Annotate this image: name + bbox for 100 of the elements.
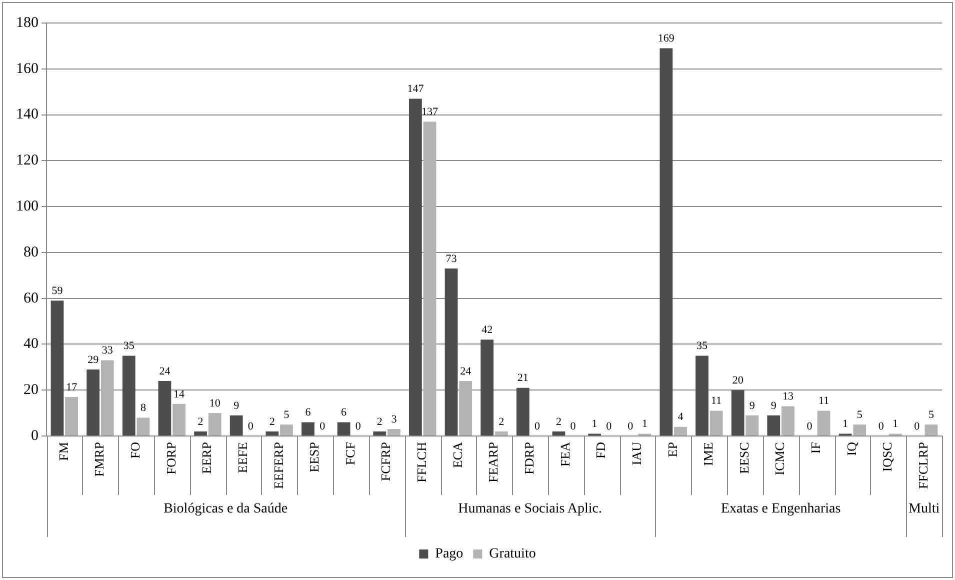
bar (86, 369, 100, 436)
bar (552, 431, 566, 436)
data-label: 0 (570, 420, 576, 432)
bar (100, 360, 114, 436)
y-tick-label: 100 (16, 198, 38, 215)
bar (767, 415, 780, 436)
bar (302, 422, 314, 436)
legend-label: Pago (435, 546, 464, 562)
bar (266, 431, 279, 436)
data-label: 35 (123, 340, 135, 352)
data-label: 0 (248, 420, 254, 432)
bar (710, 410, 723, 436)
data-label: 35 (696, 340, 708, 352)
y-tick-label: 120 (16, 152, 38, 169)
data-label: 2 (269, 416, 275, 428)
x-tick-label: IF (808, 442, 824, 454)
x-tick-label: FEA (557, 441, 572, 467)
data-label: 5 (856, 408, 863, 421)
x-tick-label: FCFRP (378, 442, 394, 482)
data-label: 11 (818, 395, 830, 408)
data-label: 73 (446, 252, 458, 265)
data-label: 1 (592, 418, 598, 430)
text: Exatas e Engenharias (720, 502, 841, 517)
x-tick-label: ECA (450, 441, 465, 468)
data-label: 9 (234, 400, 240, 412)
x-tick-label: EERP (199, 442, 214, 474)
bar (660, 48, 673, 436)
data-label: 24 (159, 365, 171, 378)
x-tick-label: EEFERP (270, 442, 286, 489)
bar (136, 418, 150, 436)
data-label: 3 (391, 414, 398, 426)
bar (696, 356, 708, 436)
bar (280, 424, 293, 436)
y-tick-label: 160 (16, 60, 38, 77)
data-label: 0 (914, 420, 920, 432)
data-label: 11 (711, 395, 722, 408)
bar (746, 415, 759, 436)
x-tick-label: FEARP (486, 442, 501, 482)
data-label: 17 (66, 381, 78, 394)
x-tick-label: FORP (163, 442, 178, 475)
y-tick-label: 140 (16, 106, 38, 123)
data-label: 42 (482, 324, 493, 336)
data-label: 59 (52, 285, 64, 298)
x-tick-label: FD (593, 442, 608, 459)
bar (459, 380, 472, 436)
data-label: 10 (209, 397, 221, 410)
x-tick-label: FDRP (521, 442, 536, 475)
x-tick-label: FFLCH (414, 442, 430, 482)
data-label: 4 (678, 411, 684, 424)
bar (122, 356, 136, 436)
data-label: 6 (305, 406, 312, 419)
x-tick-label: EESC (736, 442, 752, 474)
data-label: 137 (422, 106, 439, 118)
x-tick-label: IME (700, 442, 716, 466)
data-label: 0 (320, 420, 326, 432)
data-label: 0 (606, 420, 612, 432)
bar (388, 429, 400, 436)
data-label: 14 (174, 388, 186, 400)
data-label: 0 (355, 420, 362, 432)
data-label: 0 (534, 420, 540, 432)
x-tick-label: EEFE (234, 442, 250, 474)
bar (50, 300, 64, 436)
data-label: 33 (102, 344, 114, 357)
data-label: 5 (284, 408, 290, 421)
data-label: 29 (88, 354, 100, 366)
y-tick-label: 180 (16, 14, 38, 31)
bar (494, 431, 508, 436)
x-tick-label: ICMC (772, 442, 788, 476)
y-tick-label: 60 (24, 290, 38, 306)
data-label: 13 (782, 390, 794, 403)
data-label: 5 (928, 408, 935, 421)
data-label: 20 (732, 374, 744, 387)
y-tick-label: 20 (24, 382, 38, 398)
data-label: 8 (140, 402, 146, 414)
data-label: 147 (407, 83, 424, 96)
bar (444, 268, 458, 436)
bar (924, 424, 938, 436)
x-tick-label: IQ (844, 441, 859, 456)
data-label: 2 (198, 416, 204, 428)
data-label: 24 (460, 365, 472, 378)
bar (230, 415, 243, 436)
data-label: 9 (749, 400, 756, 412)
data-label: 6 (341, 406, 348, 419)
bar (817, 410, 830, 436)
bar (409, 98, 422, 436)
bar (480, 340, 494, 436)
text: Multi (908, 502, 940, 517)
data-label: 1 (842, 418, 848, 430)
bar (853, 424, 866, 436)
x-tick-label: FFCLRP (916, 442, 931, 490)
bar (674, 426, 687, 436)
data-label: 9 (770, 400, 777, 412)
bar (158, 380, 172, 436)
bar (337, 422, 350, 436)
x-tick-label: EESP (306, 442, 322, 472)
y-tick-label: 80 (24, 244, 38, 260)
data-label: 0 (628, 420, 634, 432)
x-tick-label: FCF (342, 442, 358, 466)
x-tick-label: FMRP (92, 442, 107, 477)
x-tick-label: FM (56, 442, 71, 461)
